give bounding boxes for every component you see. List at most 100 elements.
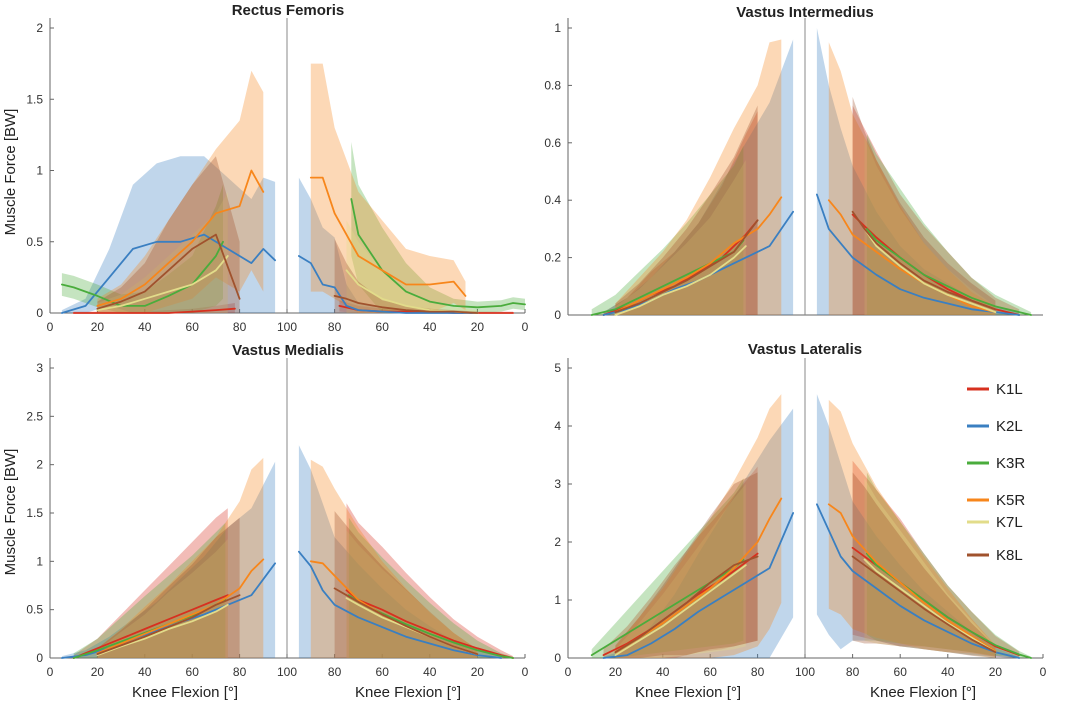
legend: K1L K2L K3R K5R K7L K8L [967,381,1025,564]
y-tick-label: 2.5 [26,409,43,423]
band-k8l-flexion [97,156,240,313]
line-k8l-flexion [96,233,241,310]
line-k3r-extension [866,227,1032,316]
band-k3r-extension [351,142,525,313]
band-k7l-flexion [615,160,746,315]
x-tick-label: 0 [47,665,54,679]
x-axis-label-bl-flexion: Knee Flexion [°] [132,684,238,701]
line-k5r-extension [827,199,997,314]
line-k3r-extension [350,198,526,309]
legend-label-k8l: K8L [996,547,1023,564]
y-tick-label: 1 [554,21,561,35]
legend-label-k2l: K2L [996,418,1023,435]
panel-title: Vastus Medialis [232,342,344,359]
x-tick-label: 0 [565,665,572,679]
x-tick-label: 40 [656,665,670,679]
y-tick-label: 0.2 [544,251,561,265]
line-k8l-flexion [614,555,759,654]
x-tick-label: 60 [186,665,200,679]
band-k7l-extension [864,478,996,658]
line-k2l-extension [297,255,479,314]
x-tick-label: 20 [91,320,105,334]
y-tick-label: 1 [554,593,561,607]
x-tick-label: 20 [471,665,485,679]
line-k2l-flexion [61,233,277,314]
band-k8l-flexion [97,517,240,658]
x-tick-label: 100 [795,665,815,679]
legend-label-k7l: K7L [996,514,1023,531]
line-k1l-flexion [72,594,229,659]
band-k2l-flexion [61,156,276,313]
x-tick-label: 20 [471,320,485,334]
x-tick-label: 80 [233,665,247,679]
line-k2l-extension [816,503,1021,659]
band-k5r-extension [310,63,466,313]
y-tick-label: 2 [36,21,43,35]
x-tick-label: 80 [328,665,342,679]
line-k7l-flexion [96,255,229,312]
line-k7l-flexion [96,603,229,656]
band-k7l-flexion [615,484,746,658]
y-tick-label: 0.4 [544,193,561,207]
band-k8l-extension [334,511,478,658]
y-tick-label: 0.5 [26,235,43,249]
x-tick-label: 0 [522,320,529,334]
x-tick-label: 60 [186,320,200,334]
x-tick-label: 0 [47,320,54,334]
line-k5r-flexion [96,169,265,307]
band-k3r-flexion [591,478,744,658]
x-axis-label-br-extension: Knee Flexion [°] [870,684,976,701]
line-k8l-flexion [614,219,759,314]
line-k5r-extension [309,176,467,297]
y-tick-label: 0.5 [26,603,43,617]
band-k1l-extension [852,105,1020,315]
line-k7l-extension [863,558,997,654]
x-tick-label: 80 [233,320,247,334]
band-k7l-extension [346,220,478,313]
line-k8l-flexion [96,594,241,655]
band-k5r-extension [310,459,478,658]
x-tick-label: 60 [376,320,390,334]
x-tick-label: 0 [1040,665,1047,679]
x-tick-label: 100 [277,320,297,334]
y-tick-label: 1 [36,164,43,178]
y-tick-label: 0 [554,651,561,665]
band-k1l-extension [339,300,514,313]
x-axis-label-bl-extension: Knee Flexion [°] [355,684,461,701]
x-tick-label: 40 [138,320,152,334]
y-axis-label-top: Muscle Force [BW] [2,109,19,236]
x-tick-label: 40 [941,665,955,679]
x-tick-label: 80 [846,665,860,679]
band-k8l-extension [334,238,478,313]
line-k1l-extension [345,589,514,659]
x-tick-label: 40 [423,320,437,334]
x-tick-label: 60 [376,665,390,679]
band-k2l-flexion [603,408,794,658]
band-k3r-flexion [591,145,744,315]
legend-label-k1l: K1L [996,381,1023,398]
band-k8l-flexion [615,105,758,315]
band-k5r-flexion [615,394,782,658]
band-k1l-flexion [603,111,758,315]
x-tick-label: 20 [609,665,623,679]
line-k7l-flexion [614,245,747,316]
line-k3r-extension [866,552,1032,659]
panel-title: Rectus Femoris [232,2,345,19]
line-k8l-extension [851,210,997,311]
x-tick-label: 60 [704,665,718,679]
line-k5r-flexion [614,196,783,314]
band-k3r-flexion [73,522,226,658]
y-tick-label: 2 [36,458,43,472]
band-k1l-flexion [73,303,235,313]
x-tick-label: 40 [138,665,152,679]
band-k8l-flexion [615,472,758,658]
x-tick-label: 80 [328,320,342,334]
y-tick-label: 4 [554,419,561,433]
band-k8l-extension [852,472,996,658]
line-k2l-flexion [602,512,794,659]
x-tick-label: 60 [894,665,908,679]
y-axis-label-bottom: Muscle Force [BW] [2,449,19,576]
panel-3: Vastus Medialis 0 0.5 1 1.5 2 2.5 3 0 20 40 60 80 100… [26,342,528,679]
